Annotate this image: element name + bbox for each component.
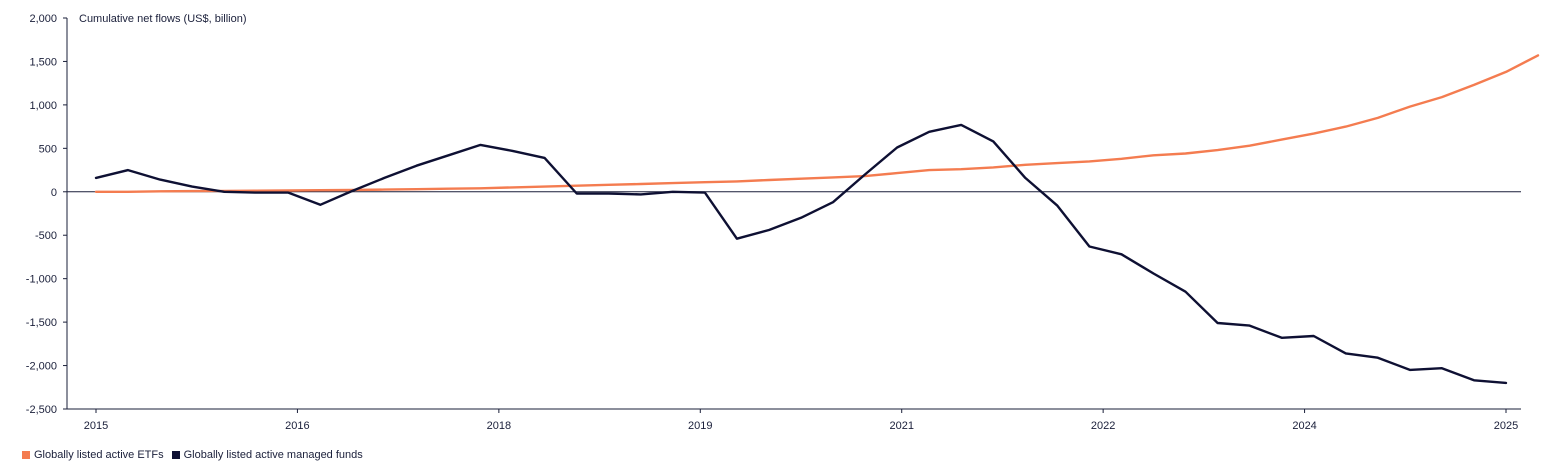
y-tick-label: -1,500: [26, 317, 57, 329]
y-tick-label: 0: [51, 187, 57, 199]
series-lines: [94, 54, 1540, 385]
y-tick-label: 1,000: [29, 100, 57, 112]
x-tick-label: 2018: [487, 420, 511, 432]
y-axis-title: Cumulative net flows (US$, billion): [79, 13, 247, 25]
y-tick-label: 2,000: [29, 13, 57, 25]
y-tick-label: -2,500: [26, 404, 57, 416]
y-tick-label: -500: [35, 230, 57, 242]
legend-item-active-funds: Globally listed active managed funds: [171, 449, 363, 461]
legend-swatch-active-funds: [171, 451, 180, 459]
y-tick-label: -1,000: [26, 274, 57, 286]
series-line-active-funds: [94, 123, 1508, 385]
legend: Globally listed active ETFs Globally lis…: [22, 449, 371, 461]
legend-label-active-etfs: Globally listed active ETFs: [34, 449, 164, 461]
x-tick-label: 2021: [889, 420, 913, 432]
x-tick-label: 2022: [1091, 420, 1115, 432]
x-tick-label: 2024: [1292, 420, 1316, 432]
y-axis: 2,000 1,500 1,000 500 0 -500 -1,000 -1,500 -2,00…: [26, 13, 68, 416]
series-line-active-etfs: [94, 54, 1540, 194]
x-tick-label: 2019: [688, 420, 712, 432]
legend-label-active-funds: Globally listed active managed funds: [183, 449, 363, 461]
y-tick-label: -2,000: [26, 361, 57, 373]
x-tick-label: 2025: [1494, 420, 1518, 432]
y-tick-label: 500: [39, 143, 57, 155]
legend-swatch-active-etfs: [22, 451, 30, 459]
x-axis: 2015 2016 2018 2019 2021 2022 2024 2025: [67, 191, 1521, 432]
x-tick-label: 2016: [285, 420, 309, 432]
legend-item-active-etfs: Globally listed active ETFs: [22, 449, 164, 461]
y-tick-label: 1,500: [29, 56, 57, 68]
x-tick-label: 2015: [84, 420, 108, 432]
